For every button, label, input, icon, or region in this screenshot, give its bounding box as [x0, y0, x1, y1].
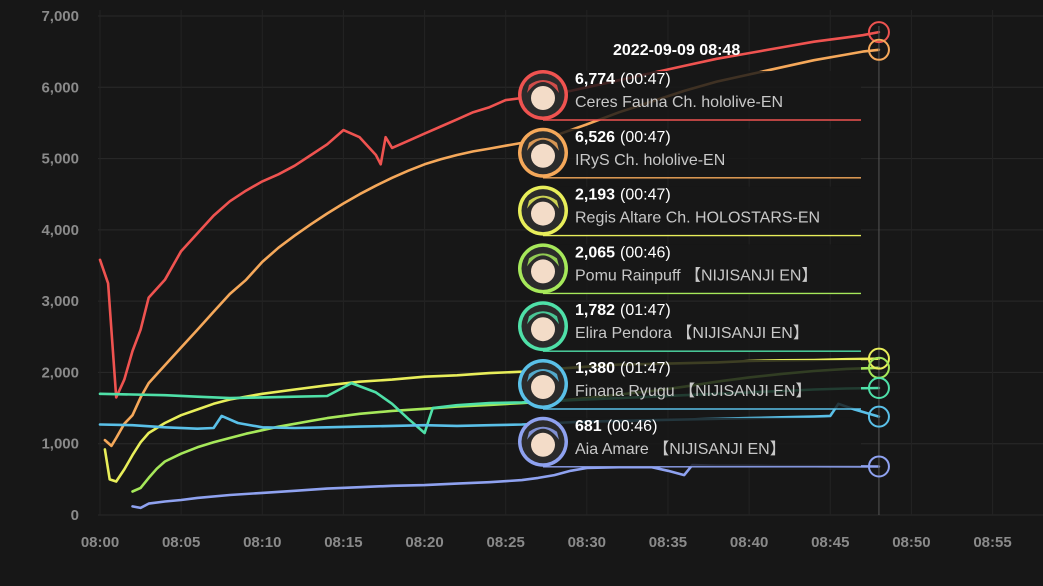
tooltip-entry-bg	[543, 417, 861, 467]
x-tick-label: 08:55	[973, 534, 1011, 551]
tooltip-entry-bg	[543, 360, 861, 409]
tooltip-entry: 1,782 (01:47) Elira Pendora 【NIJISANJI EN】	[518, 301, 861, 352]
y-tick-label: 2,000	[41, 364, 79, 381]
series-marker	[867, 455, 890, 478]
tooltip-value: 1,380	[575, 360, 615, 377]
tooltip-entry-bg	[543, 244, 861, 294]
x-tick-label: 08:15	[324, 534, 362, 551]
tooltip-value: 2,065	[575, 244, 615, 261]
tooltip-duration: (00:46)	[620, 244, 671, 261]
series-marker	[867, 38, 890, 61]
series-line-5	[98, 402, 881, 430]
y-tick-label: 1,000	[41, 436, 79, 453]
tooltip-title: 2022-09-09 08:48	[613, 42, 740, 59]
x-tick-label: 08:35	[649, 534, 687, 551]
avatar-hair	[527, 426, 559, 440]
tooltip-channel-name: Aia Amare 【NIJISANJI EN】	[575, 441, 786, 458]
tooltip-channel-name: Regis Altare Ch. HOLOSTARS-EN	[575, 210, 820, 227]
y-tick-label: 6,000	[41, 79, 79, 96]
tooltip-entry: 6,774 (00:47) Ceres Fauna Ch. hololive-EN	[518, 70, 861, 121]
tooltip-entry: 2,193 (00:47) Regis Altare Ch. HOLOSTARS-E…	[518, 185, 861, 237]
series-marker	[867, 405, 890, 428]
tooltip-duration: (00:47)	[620, 71, 671, 88]
y-tick-label: 7,000	[41, 8, 79, 25]
tooltip-entry: 6,526 (00:47) IRyS Ch. hololive-EN	[518, 127, 861, 179]
x-axis: 08:00 08:05 08:10 08:15 08:20 08:25 08:30 08:35…	[81, 534, 1012, 551]
tooltip-value: 6,526	[575, 129, 615, 146]
tooltip-entry: 681 (00:46) Aia Amare 【NIJISANJI EN】	[518, 416, 861, 468]
tooltip-entry: 1,380 (01:47) Finana Ryugu 【NIJISANJI EN】	[518, 359, 861, 410]
y-tick-label: 5,000	[41, 151, 79, 168]
tooltip-channel-name: Pomu Rainpuff 【NIJISANJI EN】	[575, 267, 817, 284]
series-marker	[867, 376, 890, 399]
avatar-face	[531, 86, 555, 110]
tooltip-entry-bg	[543, 186, 861, 236]
x-tick-label: 08:50	[892, 534, 930, 551]
x-tick-label: 08:20	[405, 534, 443, 551]
x-tick-label: 08:30	[568, 534, 606, 551]
x-tick-label: 08:25	[487, 534, 525, 551]
tooltip-duration: (01:47)	[620, 360, 671, 377]
x-tick-label: 08:05	[162, 534, 200, 551]
series-marker	[867, 347, 890, 370]
tooltip-duration: (01:47)	[620, 302, 671, 319]
avatar-hair	[527, 137, 559, 151]
avatar-hair	[527, 253, 559, 267]
x-tick-label: 08:10	[243, 534, 281, 551]
x-tick-label: 08:00	[81, 534, 119, 551]
x-tick-label: 08:40	[730, 534, 768, 551]
series-markers	[867, 21, 890, 478]
tooltip-entry-bg	[543, 302, 861, 352]
series-line-0	[98, 30, 881, 399]
tooltip-entry-bg	[543, 128, 861, 178]
avatar-hair	[527, 311, 559, 325]
y-tick-label: 0	[71, 507, 79, 524]
tooltip-value: 681	[575, 418, 602, 435]
avatar-face	[531, 259, 555, 284]
y-tick-label: 3,000	[41, 293, 79, 310]
avatar-face	[531, 317, 555, 342]
tooltip-entry-bg	[543, 71, 861, 120]
series-marker	[867, 21, 890, 44]
tooltip-value: 2,193	[575, 187, 615, 204]
y-tick-label: 4,000	[41, 222, 79, 239]
tooltip-duration: (00:47)	[620, 129, 671, 146]
avatar-face	[531, 201, 555, 226]
tooltip-duration: (00:47)	[620, 187, 671, 204]
avatar-hair	[527, 195, 559, 209]
avatar-face	[531, 143, 555, 168]
avatar-face	[531, 375, 555, 399]
avatar-hair	[527, 369, 559, 382]
avatar-hair	[527, 80, 559, 93]
tooltip-duration: (00:46)	[607, 418, 658, 435]
x-tick-label: 08:45	[811, 534, 849, 551]
avatar-face	[531, 432, 555, 457]
tooltip-channel-name: Elira Pendora 【NIJISANJI EN】	[575, 325, 809, 342]
tooltip-channel-name: Ceres Fauna Ch. hololive-EN	[575, 94, 783, 111]
y-axis: 0 1,000 2,000 3,000 4,000 5,000 6,000 7,000	[41, 8, 79, 524]
tooltip-channel-name: IRyS Ch. hololive-EN	[575, 152, 725, 169]
tooltip: 2022-09-09 08:48 6,774 (00:47) Ceres Fauna…	[518, 42, 861, 468]
tooltip-value: 1,782	[575, 302, 615, 319]
tooltip-value: 6,774	[575, 71, 615, 88]
tooltip-channel-name: Finana Ryugu 【NIJISANJI EN】	[575, 383, 812, 400]
tooltip-entry: 2,065 (00:46) Pomu Rainpuff 【NIJISANJI EN】	[518, 243, 861, 295]
